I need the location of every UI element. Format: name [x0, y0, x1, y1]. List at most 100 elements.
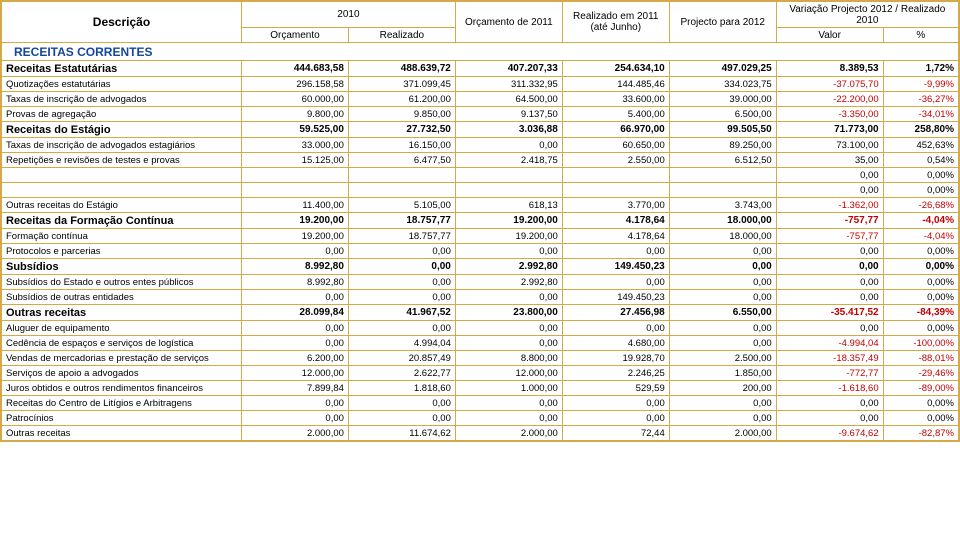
- cell-value: 0,00: [348, 244, 455, 259]
- cell-value: -4,04%: [883, 213, 958, 229]
- cell-value: [562, 168, 669, 183]
- cell-value: 0,00: [776, 168, 883, 183]
- table-row: Juros obtidos e outros rendimentos finan…: [2, 381, 959, 396]
- cell-value: 149.450,23: [562, 259, 669, 275]
- cell-value: 0,00: [562, 244, 669, 259]
- table-row: Subsídios do Estado e outros entes públi…: [2, 275, 959, 290]
- cell-value: 0,00: [669, 290, 776, 305]
- table-row: Aluguer de equipamento0,000,000,000,000,…: [2, 321, 959, 336]
- cell-value: 3.743,00: [669, 198, 776, 213]
- cell-value: 2.500,00: [669, 351, 776, 366]
- table-row: Quotizações estatutárias296.158,58371.09…: [2, 77, 959, 92]
- cell-value: 371.099,45: [348, 77, 455, 92]
- header-real2011: Realizado em 2011 (até Junho): [562, 2, 669, 43]
- cell-value: 0,00: [241, 321, 348, 336]
- cell-value: 0,00: [776, 259, 883, 275]
- table-row: Outras receitas do Estágio11.400,005.105…: [2, 198, 959, 213]
- cell-value: 0,00%: [883, 259, 958, 275]
- header-proj2012: Projecto para 2012: [669, 2, 776, 43]
- cell-value: 41.967,52: [348, 305, 455, 321]
- cell-value: -26,68%: [883, 198, 958, 213]
- cell-value: [348, 168, 455, 183]
- cell-value: 407.207,33: [455, 61, 562, 77]
- cell-value: -34,01%: [883, 107, 958, 122]
- cell-value: 0,00: [241, 336, 348, 351]
- row-label: Receitas do Centro de Litígios e Arbitra…: [2, 396, 242, 411]
- row-label: Taxas de inscrição de advogados: [2, 92, 242, 107]
- row-label: Repetições e revisões de testes e provas: [2, 153, 242, 168]
- cell-value: 0,00: [562, 321, 669, 336]
- cell-value: 0,00: [455, 321, 562, 336]
- budget-table: Descrição 2010 Orçamento de 2011 Realiza…: [1, 1, 959, 441]
- cell-value: 2.550,00: [562, 153, 669, 168]
- cell-value: -35.417,52: [776, 305, 883, 321]
- cell-value: -9.674,62: [776, 426, 883, 441]
- cell-value: 4.994,04: [348, 336, 455, 351]
- cell-value: 2.000,00: [669, 426, 776, 441]
- table-row: 0,000,00%: [2, 168, 959, 183]
- cell-value: 0,00: [562, 411, 669, 426]
- cell-value: 19.200,00: [455, 229, 562, 244]
- row-label: Vendas de mercadorias e prestação de ser…: [2, 351, 242, 366]
- cell-value: 0,00: [776, 244, 883, 259]
- cell-value: 0,00: [348, 411, 455, 426]
- cell-value: 200,00: [669, 381, 776, 396]
- cell-value: 33.000,00: [241, 138, 348, 153]
- row-label: Quotizações estatutárias: [2, 77, 242, 92]
- cell-value: 18.000,00: [669, 229, 776, 244]
- row-label: Subsídios do Estado e outros entes públi…: [2, 275, 242, 290]
- cell-value: 2.000,00: [455, 426, 562, 441]
- cell-value: 2.992,80: [455, 275, 562, 290]
- header-2010: 2010: [241, 2, 455, 28]
- cell-value: 0,00: [241, 290, 348, 305]
- cell-value: -772,77: [776, 366, 883, 381]
- cell-value: 64.500,00: [455, 92, 562, 107]
- cell-value: 4.178,64: [562, 229, 669, 244]
- cell-value: 60.650,00: [562, 138, 669, 153]
- cell-value: 8.992,80: [241, 259, 348, 275]
- cell-value: 0,00: [776, 275, 883, 290]
- cell-value: 6.500,00: [669, 107, 776, 122]
- cell-value: 0,00%: [883, 411, 958, 426]
- table-row: Receitas do Centro de Litígios e Arbitra…: [2, 396, 959, 411]
- header-variacao: Variação Projecto 2012 / Realizado 2010: [776, 2, 958, 28]
- cell-value: 0,54%: [883, 153, 958, 168]
- table-row: Subsídios de outras entidades0,000,000,0…: [2, 290, 959, 305]
- cell-value: 0,00%: [883, 168, 958, 183]
- row-label: Aluguer de equipamento: [2, 321, 242, 336]
- cell-value: 3.036,88: [455, 122, 562, 138]
- cell-value: 0,00: [776, 321, 883, 336]
- cell-value: 5.105,00: [348, 198, 455, 213]
- cell-value: 99.505,50: [669, 122, 776, 138]
- cell-value: -4.994,04: [776, 336, 883, 351]
- row-label: Taxas de inscrição de advogados estagiár…: [2, 138, 242, 153]
- table-body: RECEITAS CORRENTES Receitas Estatutárias…: [2, 43, 959, 441]
- table-row: Protocolos e parcerias0,000,000,000,000,…: [2, 244, 959, 259]
- cell-value: 258,80%: [883, 122, 958, 138]
- cell-value: 0,00: [455, 411, 562, 426]
- cell-value: [669, 183, 776, 198]
- row-label: Outras receitas: [2, 305, 242, 321]
- row-label: Juros obtidos e outros rendimentos finan…: [2, 381, 242, 396]
- cell-value: 89.250,00: [669, 138, 776, 153]
- cell-value: 19.928,70: [562, 351, 669, 366]
- row-label: Provas de agregação: [2, 107, 242, 122]
- cell-value: 0,00: [348, 396, 455, 411]
- cell-value: -100,00%: [883, 336, 958, 351]
- cell-value: 19.200,00: [455, 213, 562, 229]
- cell-value: 0,00: [348, 275, 455, 290]
- cell-value: 0,00%: [883, 244, 958, 259]
- cell-value: 27.732,50: [348, 122, 455, 138]
- budget-table-container: Descrição 2010 Orçamento de 2011 Realiza…: [0, 0, 960, 442]
- row-label: [2, 183, 242, 198]
- cell-value: -757,77: [776, 213, 883, 229]
- cell-value: [348, 183, 455, 198]
- row-label: Serviços de apoio a advogados: [2, 366, 242, 381]
- cell-value: 254.634,10: [562, 61, 669, 77]
- table-row: Formação contínua19.200,0018.757,7719.20…: [2, 229, 959, 244]
- row-label: Outras receitas do Estágio: [2, 198, 242, 213]
- section-title: RECEITAS CORRENTES: [2, 43, 959, 61]
- row-label: Protocolos e parcerias: [2, 244, 242, 259]
- group-row: Outras receitas28.099,8441.967,5223.800,…: [2, 305, 959, 321]
- cell-value: 39.000,00: [669, 92, 776, 107]
